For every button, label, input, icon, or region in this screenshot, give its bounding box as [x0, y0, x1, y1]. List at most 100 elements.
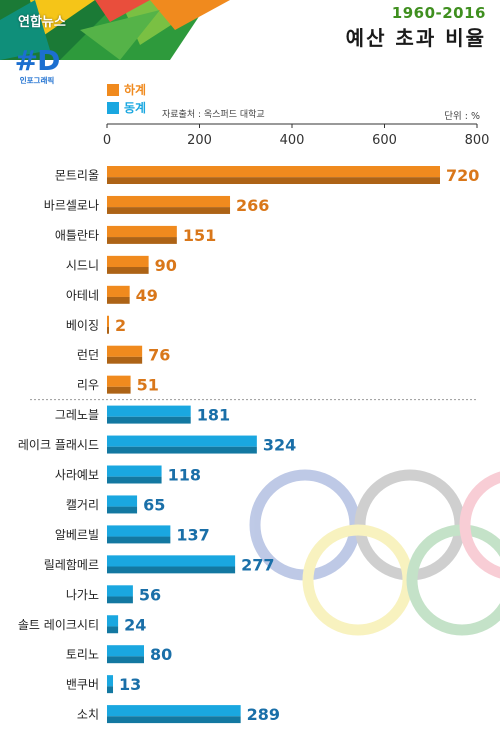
legend-winter-label: 동계	[124, 101, 147, 115]
category-label: 런던	[77, 348, 99, 362]
value-label: 151	[183, 226, 216, 245]
value-label: 137	[176, 525, 209, 544]
bar	[107, 585, 133, 597]
value-label: 266	[236, 196, 269, 215]
bar	[107, 345, 143, 357]
category-label: 몬트리올	[55, 169, 99, 183]
category-label: 릴레함메르	[44, 558, 99, 572]
bar	[107, 705, 241, 717]
legend-summer-swatch	[107, 84, 119, 96]
bar	[107, 166, 440, 178]
category-label: 리우	[77, 378, 99, 392]
value-label: 80	[150, 645, 172, 664]
value-label: 181	[197, 406, 230, 425]
category-label: 애틀란타	[55, 228, 99, 242]
bar	[107, 435, 257, 447]
value-label: 324	[263, 436, 296, 455]
legend-winter: 동계	[107, 99, 146, 116]
bar-shade	[107, 476, 162, 484]
bar-shade	[107, 656, 144, 664]
bar-shade	[107, 326, 109, 334]
bar-shade	[107, 356, 143, 364]
agency-logo-text: 연합뉴스	[18, 15, 66, 30]
bar-shade	[107, 386, 131, 394]
value-label: 65	[143, 495, 165, 514]
bar-shade	[107, 446, 257, 454]
bar	[107, 195, 231, 208]
value-label: 51	[137, 376, 159, 395]
category-label: 밴쿠버	[66, 678, 99, 692]
value-label: 720	[446, 166, 479, 185]
header-pattern	[0, 0, 230, 60]
category-label: 베이징	[66, 318, 99, 332]
category-label: 그레노블	[55, 408, 99, 422]
bar	[107, 675, 114, 687]
bar-shade	[107, 267, 149, 274]
category-label: 레이크 플래시드	[18, 438, 99, 452]
bar	[107, 225, 177, 238]
logo-subtitle: 인포그래픽	[19, 76, 55, 85]
bar	[107, 645, 144, 657]
category-label: 시드니	[66, 258, 99, 272]
value-label: 76	[148, 346, 170, 365]
bar-shade	[107, 686, 114, 694]
legend-summer-label: 하계	[124, 83, 147, 97]
value-label: 56	[139, 585, 161, 604]
category-label: 사라예보	[55, 468, 99, 482]
value-label: 289	[247, 705, 280, 724]
bar-shade	[107, 716, 241, 724]
value-label: 49	[136, 286, 158, 305]
category-label: 아테네	[66, 288, 99, 302]
bar	[107, 285, 130, 297]
value-label: 2	[115, 316, 126, 335]
legend-winter-swatch	[107, 102, 119, 114]
category-label: 나가노	[66, 588, 99, 602]
category-label: 캘거리	[66, 498, 99, 512]
chart-title: 예산 초과 비율	[345, 26, 486, 50]
category-label: 토리노	[66, 648, 99, 662]
olympic-rings-watermark	[249, 469, 500, 636]
bar	[107, 465, 162, 477]
bar	[107, 255, 149, 268]
x-tick-label: 0	[103, 133, 111, 148]
bar-shade	[107, 506, 138, 514]
bar	[107, 315, 109, 327]
bar-shade	[107, 177, 440, 184]
bar-shade	[107, 626, 119, 634]
bar-shade	[107, 566, 236, 574]
x-tick-label: 800	[465, 133, 490, 148]
legend-summer: 하계	[107, 81, 146, 98]
x-tick-label: 400	[280, 133, 305, 148]
bar-shade	[107, 237, 177, 244]
bar-shade	[107, 207, 231, 214]
x-tick-label: 600	[372, 133, 397, 148]
value-label: 90	[155, 256, 177, 275]
infographic-logo: #D 인포그래픽	[13, 44, 61, 86]
unit-label: 단위 : %	[444, 111, 480, 122]
value-label: 277	[241, 555, 274, 574]
x-tick-label: 200	[187, 133, 212, 148]
chart-years: 1960-2016	[391, 4, 486, 22]
category-label: 알베르빌	[55, 528, 99, 542]
logo-mark: #D	[14, 44, 61, 77]
value-label: 118	[168, 466, 201, 485]
bar-shade	[107, 536, 171, 544]
bar	[107, 375, 131, 387]
bar-shade	[107, 416, 191, 424]
bar-shade	[107, 296, 130, 304]
category-label: 소치	[77, 708, 99, 722]
category-label: 솔트 레이크시티	[18, 618, 99, 632]
value-label: 13	[119, 675, 141, 694]
data-source: 자료출처 : 옥스퍼드 대학교	[162, 110, 265, 120]
value-label: 24	[124, 615, 146, 634]
bar	[107, 555, 236, 567]
category-label: 바르셀로나	[44, 198, 99, 212]
bar-shade	[107, 596, 133, 604]
bar	[107, 615, 119, 627]
bar	[107, 495, 138, 507]
bar	[107, 525, 171, 537]
bar	[107, 405, 191, 417]
